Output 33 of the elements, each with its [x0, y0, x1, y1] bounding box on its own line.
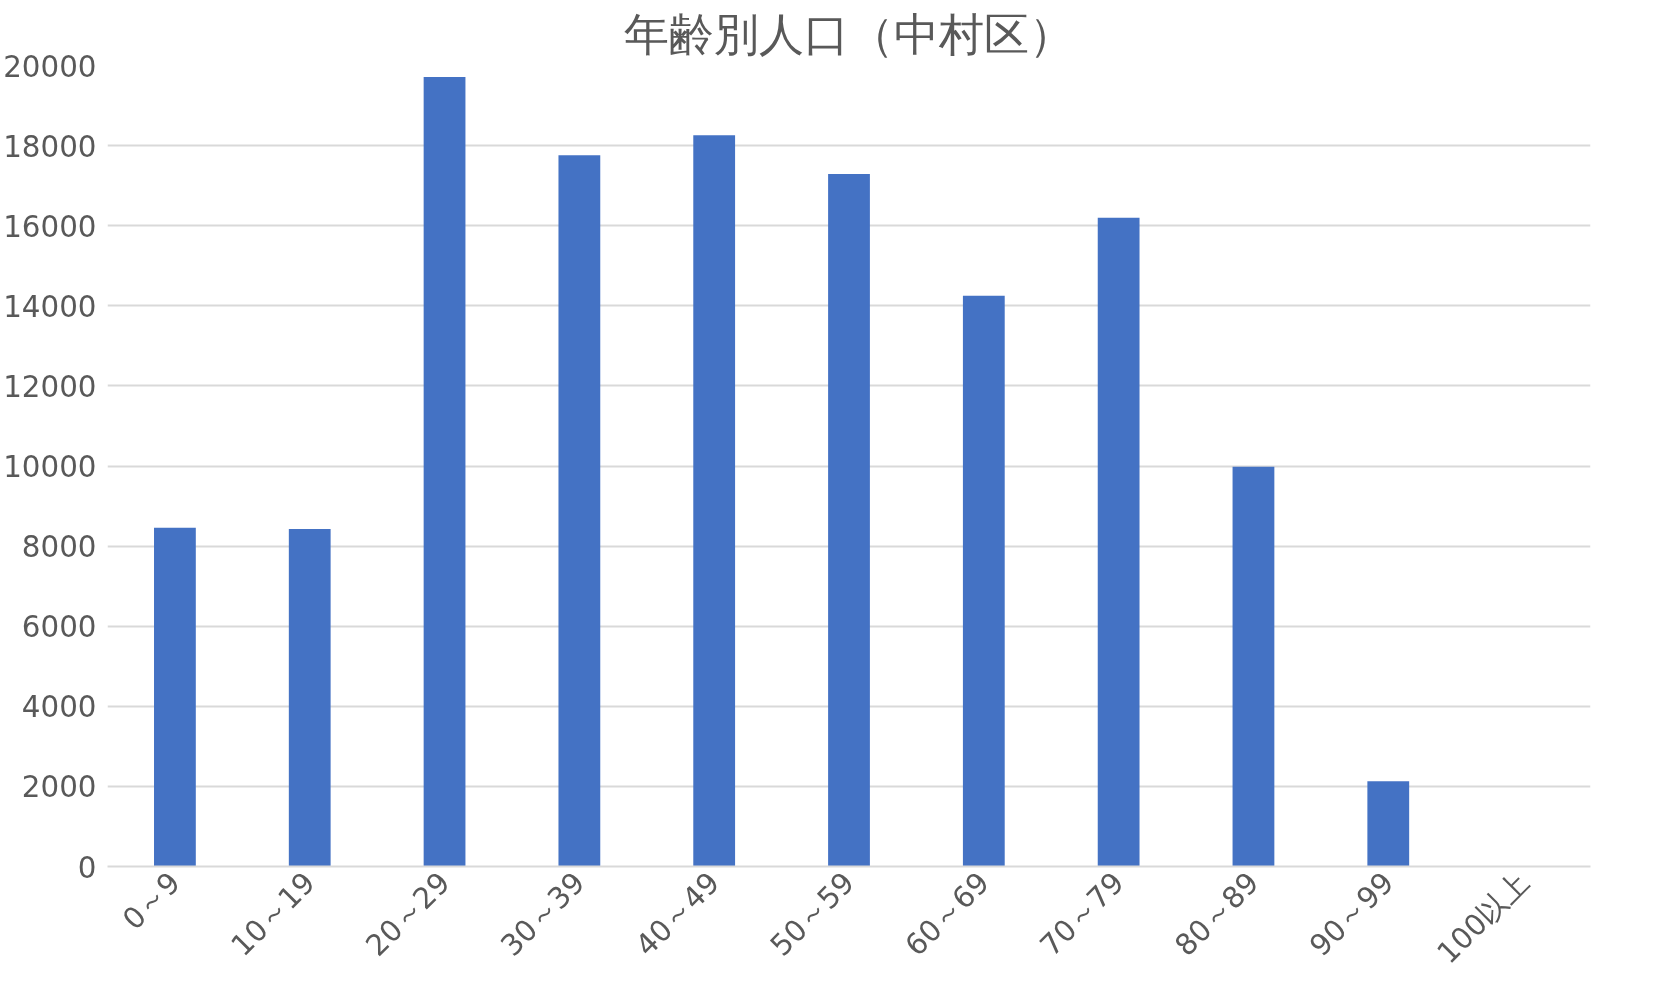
x-tick-label: 80～89 [1168, 865, 1266, 963]
x-tick-label: 40～49 [628, 865, 727, 963]
x-tick-label: 20～29 [359, 865, 457, 963]
y-tick-label: 4000 [21, 690, 97, 725]
x-tick-label: 90～99 [1302, 865, 1401, 963]
bar [693, 135, 736, 867]
bar [154, 527, 196, 867]
x-tick-label: 70～79 [1033, 865, 1131, 963]
bar [288, 528, 331, 867]
bar [962, 295, 1005, 867]
x-tick-label: 50～59 [763, 865, 862, 963]
y-tick-label: 8000 [21, 530, 97, 565]
x-tick-label: 100以上 [1430, 865, 1536, 971]
bar [1232, 466, 1275, 867]
chart-title: 年齢別人口（中村区） [624, 7, 1074, 61]
y-tick-label: 20000 [3, 49, 97, 84]
y-tick-label: 2000 [21, 770, 97, 805]
bar [1097, 217, 1140, 867]
bar [1367, 781, 1410, 867]
y-tick-label: 14000 [3, 289, 97, 324]
y-tick-label: 6000 [21, 610, 97, 645]
bar [828, 174, 870, 867]
bar [558, 155, 601, 867]
x-tick-label: 30～39 [494, 865, 592, 963]
x-tick-label: 60～69 [898, 865, 996, 963]
y-tick-label: 18000 [3, 129, 97, 164]
y-tick-label: 12000 [3, 369, 97, 404]
bar [423, 77, 466, 867]
x-tick-label: 10～19 [224, 865, 322, 963]
x-tick-label: 0～9 [115, 865, 187, 937]
y-tick-label: 10000 [3, 450, 97, 484]
y-tick-label: 16000 [3, 209, 97, 244]
y-tick-label: 0 [77, 850, 97, 885]
